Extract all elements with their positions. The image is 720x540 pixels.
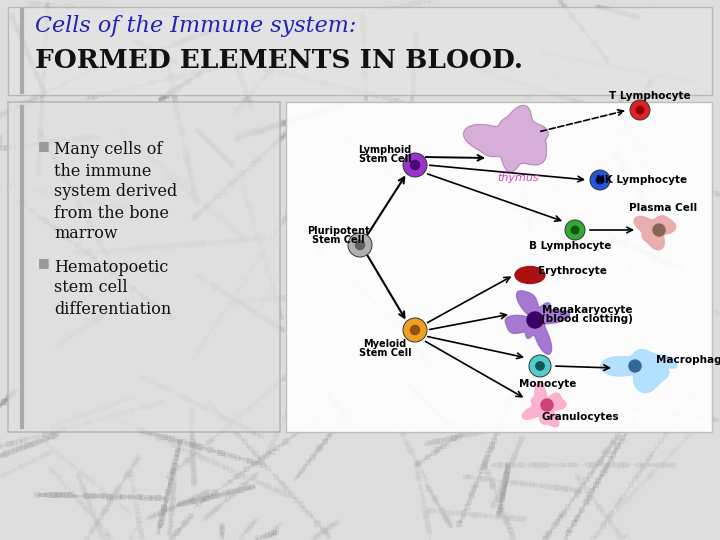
Text: differentiation: differentiation — [54, 300, 171, 318]
Ellipse shape — [515, 267, 545, 284]
Circle shape — [596, 176, 604, 184]
FancyBboxPatch shape — [8, 102, 280, 432]
Circle shape — [356, 240, 364, 249]
Circle shape — [536, 362, 544, 370]
Text: Hematopoetic: Hematopoetic — [54, 259, 168, 275]
Circle shape — [410, 326, 420, 335]
Text: stem cell: stem cell — [54, 280, 127, 296]
Text: Stem Cell: Stem Cell — [359, 348, 411, 358]
Circle shape — [629, 360, 641, 372]
Text: Lymphoid: Lymphoid — [359, 145, 412, 155]
Text: from the bone: from the bone — [54, 205, 169, 221]
Circle shape — [403, 318, 427, 342]
Polygon shape — [522, 383, 566, 427]
Text: ■: ■ — [38, 256, 50, 269]
Circle shape — [348, 233, 372, 257]
Text: ■: ■ — [38, 139, 50, 152]
Circle shape — [636, 106, 644, 114]
Text: Myeloid: Myeloid — [364, 339, 407, 349]
Text: Stem Cell: Stem Cell — [312, 235, 364, 245]
Text: Pluripotent: Pluripotent — [307, 226, 369, 236]
Circle shape — [410, 160, 420, 170]
Text: system derived: system derived — [54, 184, 177, 200]
Text: thymus: thymus — [498, 173, 539, 183]
Circle shape — [527, 312, 543, 328]
Text: B Lymphocyte: B Lymphocyte — [528, 241, 611, 251]
Text: Granulocytes: Granulocytes — [541, 412, 618, 422]
Text: Cells of the Immune system:: Cells of the Immune system: — [35, 15, 356, 37]
Text: marrow: marrow — [54, 226, 117, 242]
Circle shape — [541, 399, 553, 411]
Circle shape — [571, 226, 579, 234]
Text: Many cells of: Many cells of — [54, 141, 163, 159]
Polygon shape — [464, 105, 548, 172]
Text: FORMED ELEMENTS IN BLOOD.: FORMED ELEMENTS IN BLOOD. — [35, 48, 523, 72]
Text: Plasma Cell: Plasma Cell — [629, 203, 697, 213]
Text: (blood clotting): (blood clotting) — [541, 314, 633, 324]
Polygon shape — [600, 349, 677, 393]
Text: the immune: the immune — [54, 163, 151, 179]
Circle shape — [630, 100, 650, 120]
Text: Stem Cell: Stem Cell — [359, 154, 411, 164]
Polygon shape — [505, 291, 570, 354]
Circle shape — [653, 224, 665, 236]
Circle shape — [403, 153, 427, 177]
Text: Erythrocyte: Erythrocyte — [538, 266, 606, 276]
Text: T Lymphocyte: T Lymphocyte — [609, 91, 690, 101]
Polygon shape — [634, 216, 675, 249]
Text: Monocyte: Monocyte — [519, 379, 577, 389]
Circle shape — [590, 170, 610, 190]
Circle shape — [529, 355, 551, 377]
Circle shape — [565, 220, 585, 240]
FancyBboxPatch shape — [8, 7, 712, 95]
Text: NK Lymphocyte: NK Lymphocyte — [596, 175, 688, 185]
FancyBboxPatch shape — [286, 102, 712, 432]
Text: Megakaryocyte: Megakaryocyte — [541, 305, 632, 315]
Text: Macrophage: Macrophage — [656, 355, 720, 365]
